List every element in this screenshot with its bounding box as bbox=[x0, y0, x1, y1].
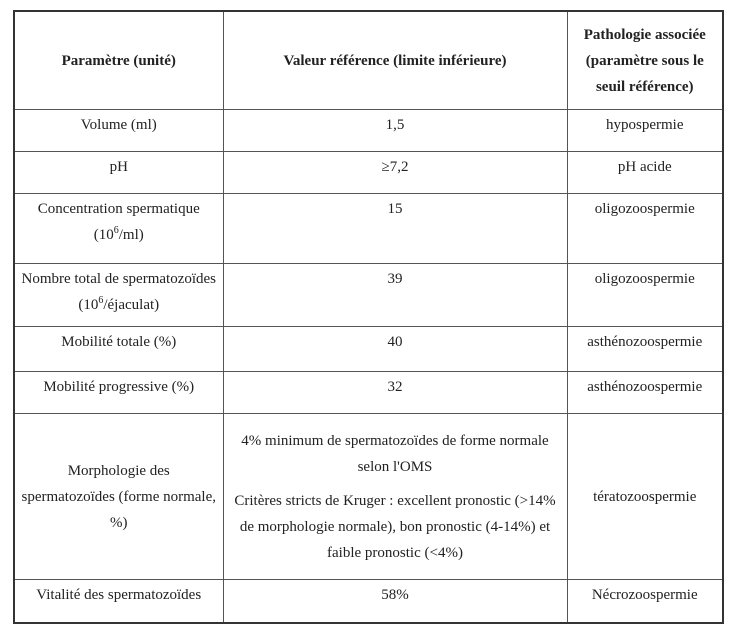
table-cell: oligozoospermie bbox=[566, 192, 724, 264]
table-cell: tératozoospermie bbox=[566, 412, 724, 580]
table-cell: hypospermie bbox=[566, 108, 724, 152]
table-cell: 1,5 bbox=[222, 108, 568, 152]
table-cell: 40 bbox=[222, 325, 568, 372]
header-cell: Paramètre (unité) bbox=[13, 10, 224, 110]
table-cell: Concentration spermatique (106/ml) bbox=[13, 192, 224, 264]
table-cell: Mobilité progressive (%) bbox=[13, 370, 224, 414]
table-row: Mobilité totale (%) 40 asthénozoospermie bbox=[13, 325, 724, 372]
cell-text: Nombre total de spermatozoïdes (10 bbox=[21, 270, 217, 313]
header-cell: Pathologie associée (paramètre sous le s… bbox=[566, 10, 724, 110]
table-cell: asthénozoospermie bbox=[566, 325, 724, 372]
superscript: 6 bbox=[113, 224, 119, 236]
cell-text: /ml) bbox=[118, 226, 144, 243]
table-cell: ≥7,2 bbox=[222, 150, 568, 194]
table-row: Nombre total de spermatozoïdes (106/éjac… bbox=[13, 262, 724, 327]
table-cell: 32 bbox=[222, 370, 568, 414]
table-cell: Nécrozoospermie bbox=[566, 578, 724, 624]
table-cell: asthénozoospermie bbox=[566, 370, 724, 414]
table-row: pH ≥7,2 pH acide bbox=[13, 150, 724, 194]
table-cell: 39 bbox=[222, 262, 568, 327]
header-row: Paramètre (unité) Valeur référence (limi… bbox=[13, 10, 724, 110]
superscript: 6 bbox=[98, 294, 104, 306]
table-row: Vitalité des spermatozoïdes 58% Nécrozoosp… bbox=[13, 578, 724, 624]
table-cell: 15 bbox=[222, 192, 568, 264]
table-cell: 4% minimum de spermatozoïdes de forme no… bbox=[222, 412, 568, 580]
table-cell: Volume (ml) bbox=[13, 108, 224, 152]
table-row: Morphologie des spermatozoïdes (forme no… bbox=[13, 412, 724, 580]
cell-paragraph: 4% minimum de spermatozoïdes de forme no… bbox=[241, 433, 549, 475]
cell-paragraph: Critères stricts de Kruger : excellent p… bbox=[234, 493, 556, 561]
reference-table: Paramètre (unité) Valeur référence (limi… bbox=[13, 10, 724, 624]
header-cell: Valeur référence (limite inférieure) bbox=[222, 10, 568, 110]
table-row: Concentration spermatique (106/ml) 15 olig… bbox=[13, 192, 724, 264]
table-row: Mobilité progressive (%) 32 asthénozoosper… bbox=[13, 370, 724, 414]
table-cell: 58% bbox=[222, 578, 568, 624]
cell-text: /éjaculat) bbox=[103, 296, 160, 313]
table-row: Volume (ml) 1,5 hypospermie bbox=[13, 108, 724, 152]
table-cell: Nombre total de spermatozoïdes (106/éjac… bbox=[13, 262, 224, 327]
table-cell: pH acide bbox=[566, 150, 724, 194]
cell-text: Concentration spermatique (10 bbox=[37, 200, 200, 243]
table-cell: Mobilité totale (%) bbox=[13, 325, 224, 372]
table-cell: oligozoospermie bbox=[566, 262, 724, 327]
table-cell: Vitalité des spermatozoïdes bbox=[13, 578, 224, 624]
table-cell: pH bbox=[13, 150, 224, 194]
table-cell: Morphologie des spermatozoïdes (forme no… bbox=[13, 412, 224, 580]
table-body: Paramètre (unité) Valeur référence (limi… bbox=[13, 10, 724, 624]
